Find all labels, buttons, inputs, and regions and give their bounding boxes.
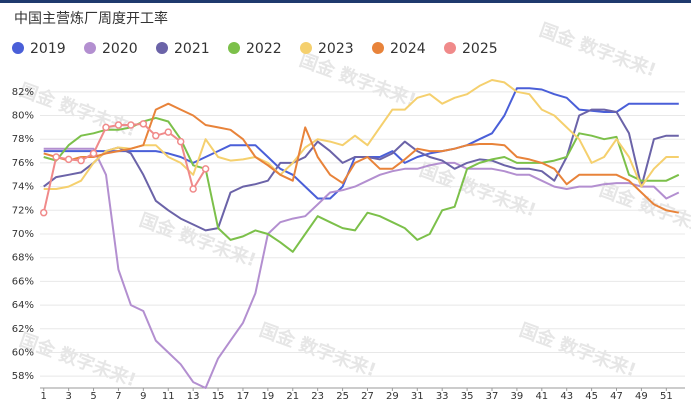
x-tick-label: 11 — [162, 391, 175, 402]
x-tick-label: 45 — [585, 391, 598, 402]
y-tick-label: 76% — [12, 158, 34, 169]
x-tick-label: 5 — [90, 391, 96, 402]
y-tick-label: 82% — [12, 87, 34, 98]
x-tick-label: 13 — [187, 391, 200, 402]
series-line — [43, 116, 680, 253]
x-tick-label: 43 — [560, 391, 573, 402]
watermark: 国金 数字未来! — [17, 79, 140, 142]
point-marker — [152, 131, 160, 140]
x-tick-label: 15 — [212, 391, 225, 402]
x-tick-label: 41 — [535, 391, 548, 402]
point-marker — [201, 165, 210, 173]
point-marker — [176, 137, 185, 146]
x-tick-label: 19 — [261, 391, 274, 402]
top-bar — [0, 0, 691, 3]
point-marker — [189, 185, 197, 193]
x-tick-label: 27 — [361, 391, 374, 402]
y-tick-label: 64% — [12, 300, 34, 311]
point-marker — [102, 123, 110, 132]
legend-label: 2025 — [462, 41, 498, 57]
series-line — [43, 147, 680, 389]
x-tick-label: 21 — [286, 391, 299, 402]
legend-swatch — [228, 42, 240, 54]
watermark: 国金 数字未来! — [257, 319, 380, 382]
y-tick-label: 72% — [12, 205, 34, 216]
y-tick-label: 70% — [12, 229, 34, 240]
x-tick-label: 25 — [336, 391, 349, 402]
point-marker — [39, 208, 48, 217]
x-tick-label: 31 — [411, 391, 424, 402]
y-tick-label: 68% — [12, 253, 34, 264]
y-tick-label: 78% — [12, 134, 34, 145]
x-tick-label: 1 — [41, 391, 47, 402]
chart-title: 中国主营炼厂周度开工率 — [14, 10, 168, 27]
y-tick-label: 62% — [12, 324, 34, 335]
x-tick-label: 29 — [386, 391, 399, 402]
series-line — [43, 102, 679, 214]
watermark: 国金 数字未来! — [297, 49, 420, 112]
point-marker — [164, 128, 173, 136]
x-tick-label: 33 — [436, 391, 449, 402]
watermark: 国金 数字未来! — [517, 319, 640, 382]
legend-label: 2023 — [318, 41, 354, 57]
x-tick-label: 47 — [610, 391, 623, 402]
point-marker — [77, 156, 85, 165]
legend-swatch — [300, 42, 312, 54]
x-tick-label: 51 — [660, 391, 673, 402]
series-line — [43, 108, 679, 232]
point-marker — [52, 153, 60, 161]
y-tick-label: 80% — [12, 111, 34, 122]
x-tick-label: 37 — [486, 391, 499, 402]
y-tick-label: 60% — [12, 347, 34, 358]
legend-swatch — [84, 42, 96, 54]
legend-label: 2020 — [102, 41, 138, 57]
y-tick-label: 74% — [12, 182, 34, 193]
legend-swatch — [12, 42, 24, 54]
point-marker — [89, 149, 98, 158]
point-marker — [127, 121, 135, 129]
watermark: 国金 数字未来! — [137, 209, 260, 272]
series-line — [43, 87, 679, 200]
legend-swatch — [156, 42, 168, 54]
x-tick-label: 17 — [237, 391, 250, 402]
point-marker — [114, 121, 123, 129]
x-tick-label: 9 — [140, 391, 146, 402]
x-tick-label: 49 — [635, 391, 648, 402]
y-tick-label: 58% — [12, 371, 34, 382]
x-tick-label: 3 — [65, 391, 71, 402]
legend-swatch — [372, 42, 384, 54]
x-tick-label: 23 — [311, 391, 324, 402]
x-tick-label: 7 — [115, 391, 121, 402]
legend-label: 2019 — [30, 41, 66, 57]
legend-swatch — [444, 42, 456, 54]
watermark: 国金 数字未来! — [537, 19, 660, 82]
legend-label: 2021 — [174, 41, 210, 57]
legend-label: 2022 — [246, 41, 282, 57]
watermark: 国金 数字未来! — [17, 329, 140, 392]
y-tick-label: 66% — [12, 276, 34, 287]
point-marker — [139, 120, 148, 128]
point-marker — [64, 155, 73, 164]
series-line — [43, 79, 679, 190]
x-tick-label: 35 — [461, 391, 474, 402]
x-tick-label: 39 — [511, 391, 524, 402]
legend-label: 2024 — [390, 41, 426, 57]
